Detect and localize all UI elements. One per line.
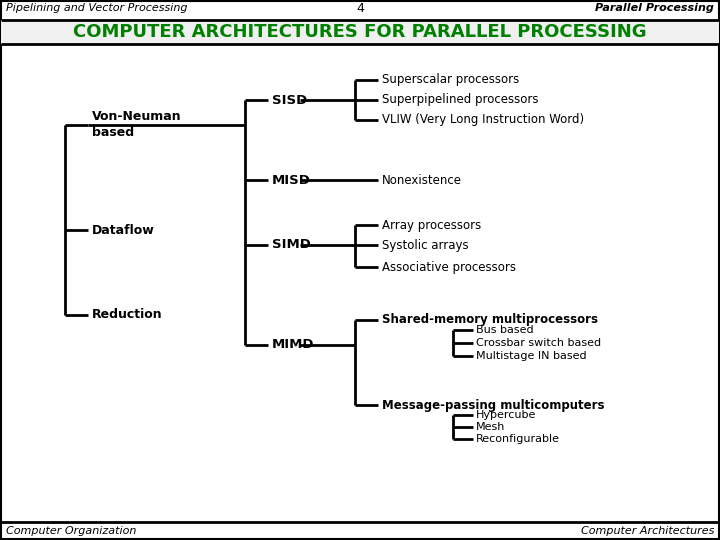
Text: Nonexistence: Nonexistence	[382, 173, 462, 186]
Text: Reduction: Reduction	[92, 308, 163, 321]
Text: MISD: MISD	[272, 173, 311, 186]
Text: Computer Architectures: Computer Architectures	[580, 526, 714, 536]
Text: Systolic arrays: Systolic arrays	[382, 239, 469, 252]
Text: MIMD: MIMD	[272, 339, 315, 352]
Text: Array processors: Array processors	[382, 219, 481, 232]
Text: Superpipelined processors: Superpipelined processors	[382, 93, 539, 106]
Text: Reconfigurable: Reconfigurable	[476, 434, 560, 444]
Text: Dataflow: Dataflow	[92, 224, 155, 237]
Text: Bus based: Bus based	[476, 325, 534, 335]
Text: COMPUTER ARCHITECTURES FOR PARALLEL PROCESSING: COMPUTER ARCHITECTURES FOR PARALLEL PROC…	[73, 23, 647, 41]
Text: Hypercube: Hypercube	[476, 410, 536, 420]
Bar	[1, 20, 719, 44]
Text: Parallel Processing: Parallel Processing	[595, 3, 714, 13]
Text: Mesh: Mesh	[476, 422, 505, 432]
Text: Superscalar processors: Superscalar processors	[382, 73, 519, 86]
Text: Computer Organization: Computer Organization	[6, 526, 136, 536]
Text: SIMD: SIMD	[272, 239, 311, 252]
Text: based: based	[92, 126, 134, 139]
Text: Message-passing multicomputers: Message-passing multicomputers	[382, 399, 605, 411]
Text: 4: 4	[356, 2, 364, 15]
Text: VLIW (Very Long Instruction Word): VLIW (Very Long Instruction Word)	[382, 113, 584, 126]
Text: SISD: SISD	[272, 93, 307, 106]
Text: Pipelining and Vector Processing: Pipelining and Vector Processing	[6, 3, 187, 13]
Text: Multistage IN based: Multistage IN based	[476, 351, 587, 361]
Text: Associative processors: Associative processors	[382, 260, 516, 273]
Text: Von-Neuman: Von-Neuman	[92, 111, 181, 124]
Text: Shared-memory multiprocessors: Shared-memory multiprocessors	[382, 314, 598, 327]
Text: Crossbar switch based: Crossbar switch based	[476, 338, 601, 348]
